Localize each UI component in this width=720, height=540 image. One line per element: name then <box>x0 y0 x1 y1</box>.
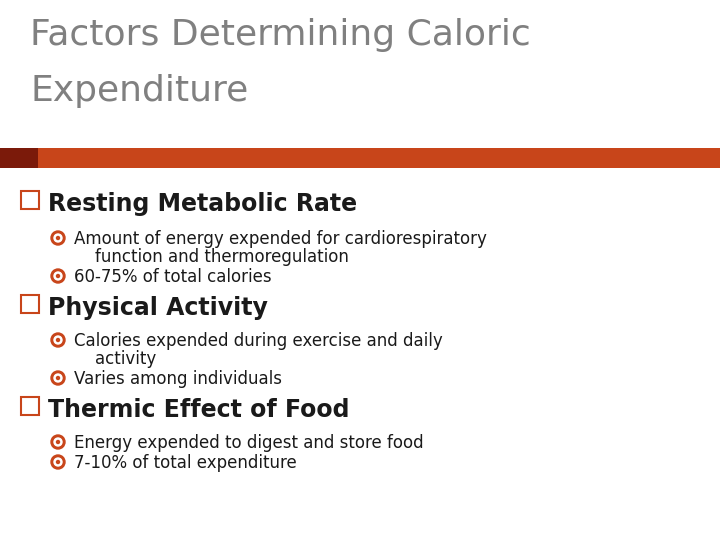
Text: Resting Metabolic Rate: Resting Metabolic Rate <box>48 192 357 216</box>
Circle shape <box>51 455 65 469</box>
Text: Factors Determining Caloric: Factors Determining Caloric <box>30 18 531 52</box>
Circle shape <box>56 274 60 278</box>
Circle shape <box>56 376 60 380</box>
Bar <box>0 148 38 168</box>
Text: Thermic Effect of Food: Thermic Effect of Food <box>48 398 349 422</box>
Circle shape <box>54 234 62 242</box>
Circle shape <box>56 237 60 240</box>
Bar <box>21 397 39 415</box>
Circle shape <box>56 461 60 463</box>
Text: Energy expended to digest and store food: Energy expended to digest and store food <box>74 434 423 452</box>
Circle shape <box>54 438 62 446</box>
Text: Physical Activity: Physical Activity <box>48 296 268 320</box>
Text: 7-10% of total expenditure: 7-10% of total expenditure <box>74 454 297 472</box>
Text: Varies among individuals: Varies among individuals <box>74 370 282 388</box>
Text: 60-75% of total calories: 60-75% of total calories <box>74 268 271 286</box>
Bar <box>21 295 39 313</box>
Bar <box>21 191 39 209</box>
Text: Calories expended during exercise and daily: Calories expended during exercise and da… <box>74 332 443 350</box>
Circle shape <box>51 435 65 449</box>
Bar <box>38 148 720 168</box>
Circle shape <box>54 336 62 344</box>
Circle shape <box>54 374 62 382</box>
Circle shape <box>51 371 65 385</box>
Text: Expenditure: Expenditure <box>30 74 248 108</box>
Circle shape <box>51 269 65 283</box>
Circle shape <box>54 458 62 466</box>
Circle shape <box>51 231 65 245</box>
Circle shape <box>56 339 60 341</box>
Text: activity: activity <box>74 350 156 368</box>
Circle shape <box>56 441 60 443</box>
Circle shape <box>51 333 65 347</box>
Text: function and thermoregulation: function and thermoregulation <box>74 248 349 266</box>
Circle shape <box>54 272 62 280</box>
Text: Amount of energy expended for cardiorespiratory: Amount of energy expended for cardioresp… <box>74 230 487 248</box>
